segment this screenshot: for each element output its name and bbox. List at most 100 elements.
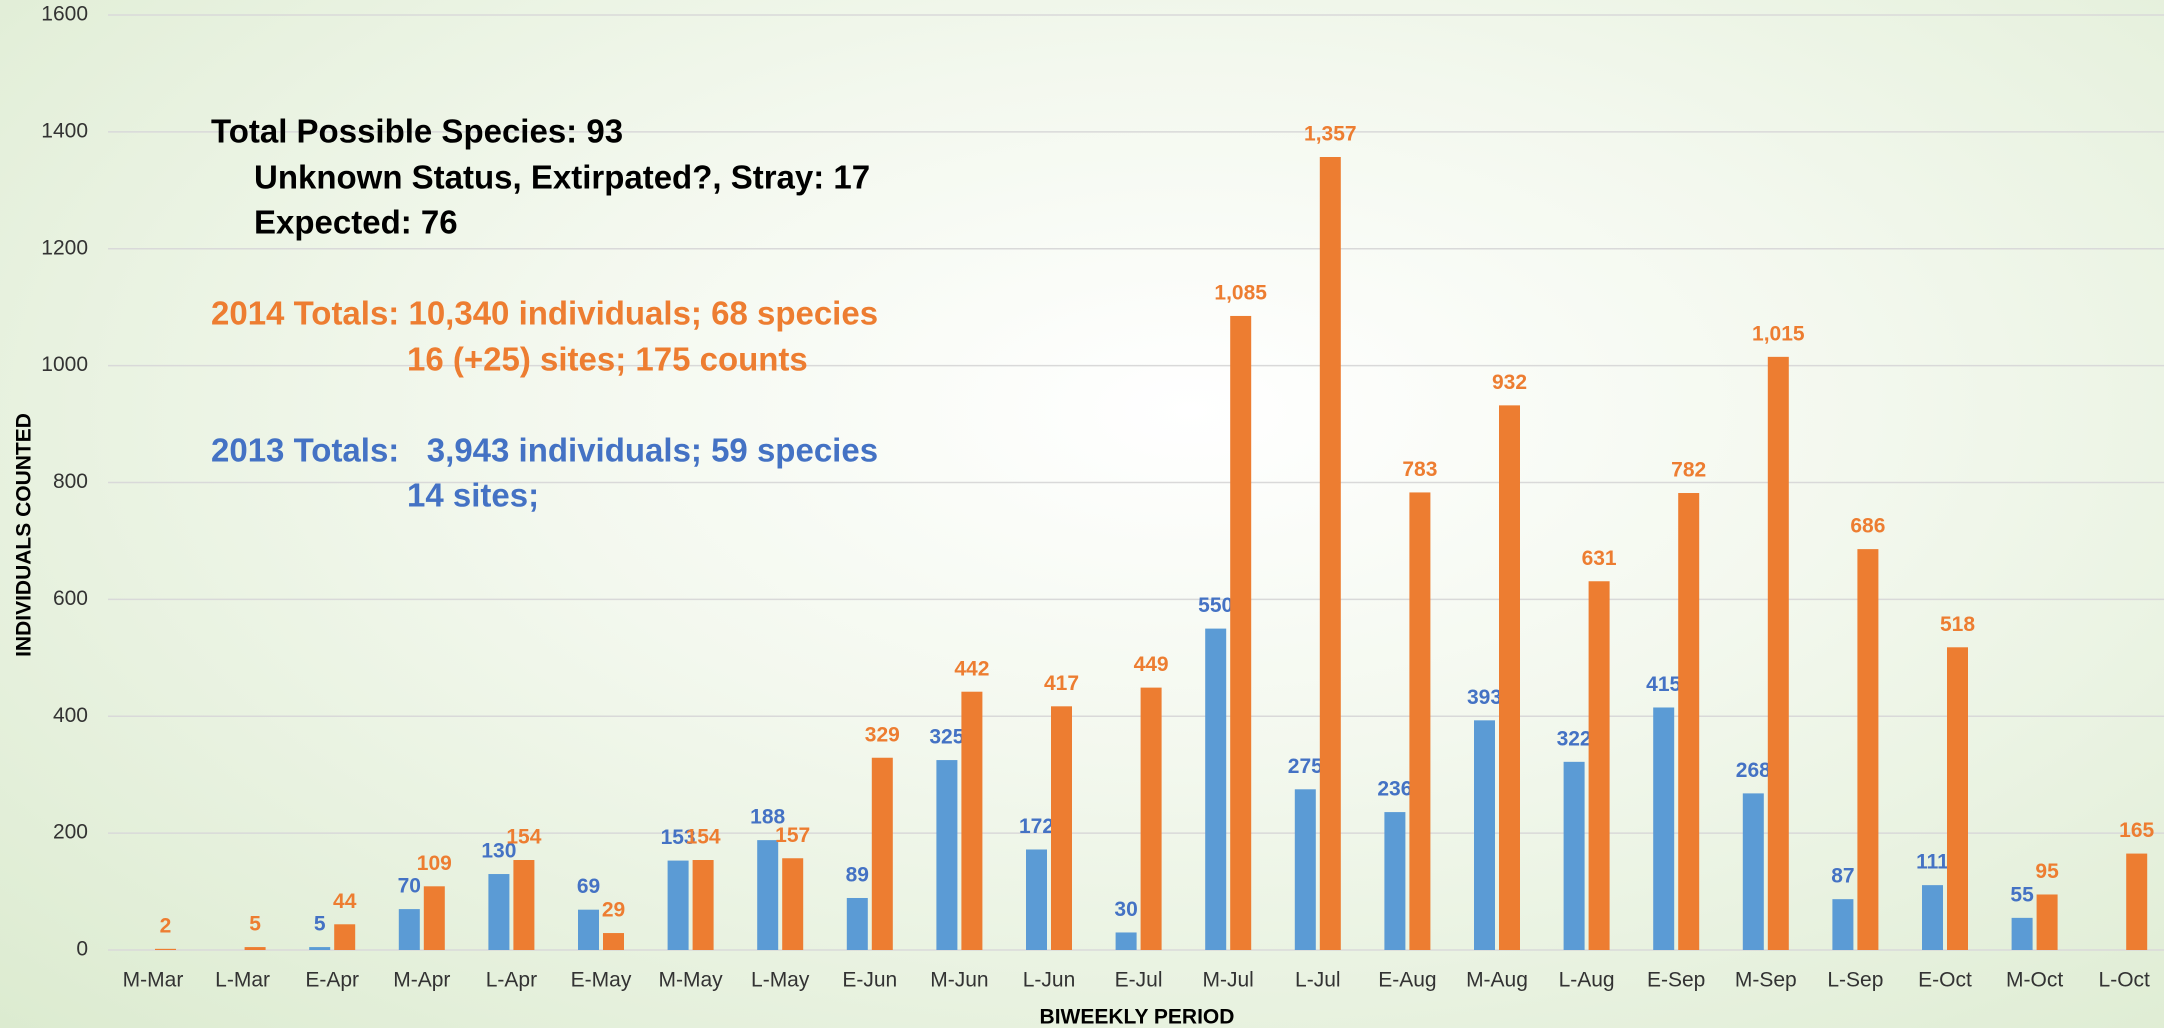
bar [1742, 793, 1764, 950]
bar [244, 947, 266, 950]
x-tick-label: M-May [659, 969, 724, 992]
annotation: 14 sites; [407, 477, 539, 514]
data-label: 449 [1134, 653, 1169, 676]
y-tick-label: 1200 [41, 236, 88, 259]
bar [1026, 849, 1047, 950]
bar [1653, 707, 1675, 950]
bar [2126, 853, 2148, 950]
data-label: 1,085 [1214, 282, 1267, 305]
annotation: 2014 Totals: 10,340 individuals; 68 spec… [211, 295, 878, 332]
bar [1384, 812, 1406, 950]
bar [1319, 157, 1341, 951]
annotation: 16 (+25) sites; 175 counts [407, 341, 808, 378]
bar [782, 858, 804, 950]
bar [1474, 720, 1495, 950]
x-tick-label: E-Jun [842, 969, 897, 992]
bar [1294, 789, 1316, 950]
x-tick-label: L-Jun [1023, 969, 1076, 992]
data-label: 30 [1114, 898, 1137, 921]
data-label: 130 [481, 840, 516, 863]
data-label: 109 [417, 852, 452, 875]
data-label: 188 [750, 806, 785, 829]
bar [1563, 761, 1585, 950]
bar [1922, 885, 1943, 950]
data-label: 165 [2119, 819, 2154, 842]
data-label: 153 [661, 826, 696, 849]
bar [1205, 628, 1227, 950]
bar [961, 691, 983, 950]
data-label: 69 [577, 875, 600, 898]
data-label: 5 [314, 913, 326, 936]
data-label: 29 [602, 899, 625, 922]
data-label: 782 [1671, 459, 1706, 482]
bar [1115, 932, 1137, 950]
bar [1230, 315, 1252, 950]
bar [1832, 899, 1854, 950]
annotation: Total Possible Species: 93 [211, 113, 623, 150]
bar [692, 860, 714, 950]
data-label: 550 [1198, 594, 1233, 617]
data-label: 44 [333, 890, 357, 913]
bar [603, 933, 624, 950]
bar [2011, 917, 2033, 950]
data-label: 393 [1467, 686, 1502, 709]
data-label: 631 [1582, 547, 1617, 570]
data-label: 783 [1402, 458, 1437, 481]
bar [757, 840, 779, 950]
bar [846, 897, 868, 950]
x-tick-label: E-Apr [305, 969, 359, 992]
x-tick-label: M-Mar [123, 969, 184, 992]
bar [513, 860, 535, 950]
data-label: 2 [160, 914, 172, 937]
bar [578, 909, 599, 950]
data-label: 1,015 [1752, 322, 1805, 345]
data-label: 325 [929, 726, 964, 749]
data-label: 89 [846, 864, 869, 887]
annotation: Unknown Status, Extirpated?, Stray: 17 [254, 159, 870, 196]
x-tick-label: M-Sep [1735, 969, 1797, 992]
data-label: 172 [1019, 815, 1054, 838]
x-tick-label: M-Aug [1466, 969, 1528, 992]
data-label: 932 [1492, 371, 1527, 394]
y-tick-label: 1000 [41, 353, 88, 376]
bar [1409, 492, 1431, 950]
bar [1499, 405, 1520, 950]
x-tick-label: M-Jun [930, 969, 988, 992]
x-tick-label: L-May [751, 969, 810, 992]
bar [1140, 687, 1162, 950]
data-label: 157 [775, 824, 810, 847]
bar [334, 924, 356, 950]
annotation: Expected: 76 [254, 204, 458, 241]
data-label: 518 [1940, 613, 1975, 636]
x-tick-label: M-Oct [2006, 969, 2063, 992]
data-label: 1,357 [1304, 123, 1357, 146]
data-label: 154 [686, 826, 721, 849]
y-tick-label: 1600 [41, 3, 88, 26]
x-tick-label: E-Jul [1115, 969, 1163, 992]
x-tick-label: L-Sep [1827, 969, 1883, 992]
data-label: 236 [1377, 778, 1412, 801]
bar [2036, 894, 2058, 950]
x-tick-label: L-Apr [486, 969, 537, 992]
x-tick-label: E-May [571, 969, 632, 992]
data-label: 95 [2035, 860, 2059, 883]
data-label: 70 [398, 875, 421, 898]
x-tick-label: L-Aug [1559, 969, 1615, 992]
data-label: 322 [1557, 727, 1592, 750]
bar [871, 757, 893, 950]
annotation: 2013 Totals: 3,943 individuals; 59 speci… [211, 432, 878, 469]
x-tick-label: E-Sep [1647, 969, 1705, 992]
data-label: 415 [1646, 673, 1681, 696]
bar [423, 886, 445, 950]
bar [1947, 647, 1968, 950]
data-label: 5 [249, 913, 261, 936]
x-tick-label: E-Oct [1918, 969, 1972, 992]
data-label: 275 [1288, 755, 1323, 778]
data-label: 55 [2010, 883, 2034, 906]
x-tick-label: E-Aug [1378, 969, 1436, 992]
data-label: 268 [1736, 759, 1771, 782]
data-label: 329 [865, 723, 900, 746]
data-label: 154 [506, 826, 541, 849]
bar [1767, 356, 1789, 950]
